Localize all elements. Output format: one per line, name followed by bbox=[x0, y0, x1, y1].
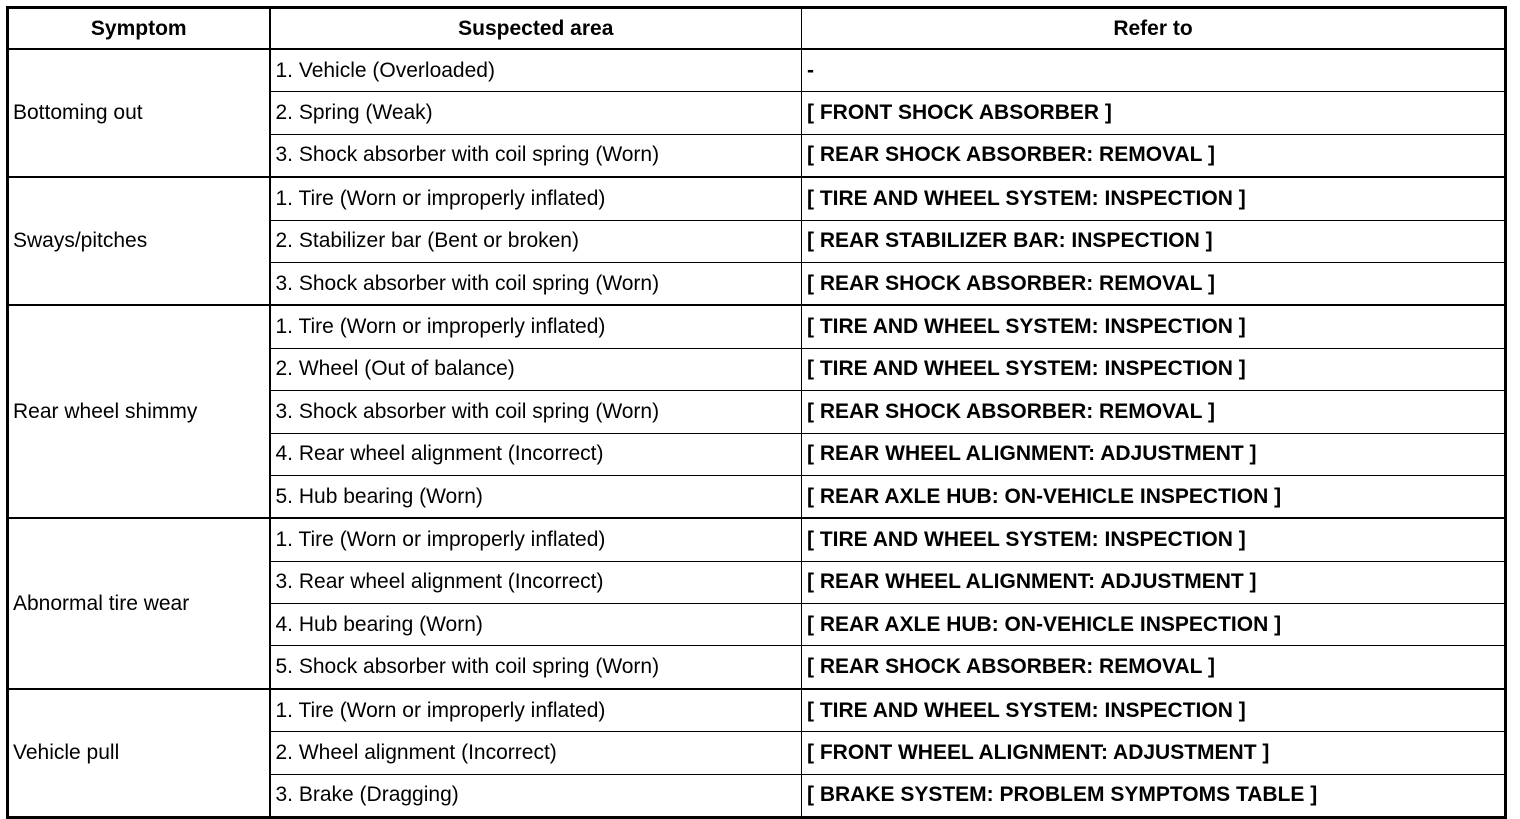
table-row: 3. Brake (Dragging)[ BRAKE SYSTEM: PROBL… bbox=[8, 773, 1506, 819]
table-row: 3. Shock absorber with coil spring (Worn… bbox=[8, 133, 1506, 178]
suspected-area-cell: 1. Tire (Worn or improperly inflated) bbox=[269, 176, 802, 221]
table-row: Vehicle pull 1. Tire (Worn or improperly … bbox=[7, 687, 1506, 819]
suspected-area-cell: 3. Shock absorber with coil spring (Worn… bbox=[269, 261, 802, 306]
refer-to-cell: [ FRONT WHEEL ALIGNMENT: ADJUSTMENT ] bbox=[801, 731, 1506, 775]
table-row: 5. Hub bearing (Worn)[ REAR AXLE HUB: ON… bbox=[8, 474, 1506, 519]
refer-to-cell: [ REAR SHOCK ABSORBER: REMOVAL ] bbox=[801, 645, 1506, 690]
symptoms-table: Symptom Suspected area Refer to Bottomin… bbox=[6, 6, 1507, 819]
refer-to-cell: [ REAR AXLE HUB: ON-VEHICLE INSPECTION ] bbox=[801, 474, 1506, 519]
header-suspected-area: Suspected area bbox=[269, 7, 802, 50]
refer-to-cell: [ REAR WHEEL ALIGNMENT: ADJUSTMENT ] bbox=[801, 432, 1506, 476]
refer-to-cell: [ TIRE AND WHEEL SYSTEM: INSPECTION ] bbox=[801, 304, 1506, 349]
refer-to-cell: [ TIRE AND WHEEL SYSTEM: INSPECTION ] bbox=[801, 687, 1506, 733]
suspected-area-cell: 1. Vehicle (Overloaded) bbox=[269, 48, 802, 93]
suspected-area-cell: 4. Rear wheel alignment (Incorrect) bbox=[269, 432, 802, 476]
suspected-area-cell: 2. Wheel (Out of balance) bbox=[269, 347, 802, 392]
refer-to-cell: [ REAR SHOCK ABSORBER: REMOVAL ] bbox=[801, 390, 1506, 434]
suspected-area-cell: 2. Wheel alignment (Incorrect) bbox=[269, 731, 802, 775]
table-row: 2. Wheel alignment (Incorrect)[ FRONT WH… bbox=[8, 731, 1506, 775]
table-row: Sways/pitches 1. Tire (Worn or improperly… bbox=[7, 176, 1506, 306]
suspected-area-cell: 2. Stabilizer bar (Bent or broken) bbox=[269, 219, 802, 263]
suspected-area-cell: 1. Tire (Worn or improperly inflated) bbox=[269, 304, 802, 349]
table-row: 2. Spring (Weak)[ FRONT SHOCK ABSORBER ] bbox=[8, 91, 1506, 135]
header-row: Symptom Suspected area Refer to bbox=[7, 7, 1506, 50]
suspected-area-cell: 4. Hub bearing (Worn) bbox=[269, 603, 802, 647]
suspected-area-cell: 5. Hub bearing (Worn) bbox=[269, 474, 802, 519]
symptom-cell: Abnormal tire wear bbox=[7, 517, 271, 690]
suspected-area-cell: 3. Shock absorber with coil spring (Worn… bbox=[269, 133, 802, 178]
table-row: 5. Shock absorber with coil spring (Worn… bbox=[8, 645, 1506, 690]
refer-to-cell: [ FRONT SHOCK ABSORBER ] bbox=[801, 91, 1506, 135]
table-row: 3. Rear wheel alignment (Incorrect)[ REA… bbox=[8, 560, 1506, 605]
refer-to-cell: [ REAR SHOCK ABSORBER: REMOVAL ] bbox=[801, 261, 1506, 306]
refer-to-cell: [ REAR SHOCK ABSORBER: REMOVAL ] bbox=[801, 133, 1506, 178]
suspected-area-cell: 5. Shock absorber with coil spring (Worn… bbox=[269, 645, 802, 690]
table-row: 3. Shock absorber with coil spring (Worn… bbox=[8, 390, 1506, 434]
table-row: 2. Stabilizer bar (Bent or broken)[ REAR… bbox=[8, 219, 1506, 263]
suspected-area-cell: 3. Rear wheel alignment (Incorrect) bbox=[269, 560, 802, 605]
refer-to-cell: [ REAR STABILIZER BAR: INSPECTION ] bbox=[801, 219, 1506, 263]
suspected-area-cell: 2. Spring (Weak) bbox=[269, 91, 802, 135]
refer-to-cell: [ BRAKE SYSTEM: PROBLEM SYMPTOMS TABLE ] bbox=[801, 773, 1506, 819]
table-row: 2. Wheel (Out of balance)[ TIRE AND WHEE… bbox=[8, 347, 1506, 392]
refer-to-cell: [ TIRE AND WHEEL SYSTEM: INSPECTION ] bbox=[801, 347, 1506, 392]
symptom-cell: Vehicle pull bbox=[7, 687, 271, 819]
symptom-cell: Rear wheel shimmy bbox=[7, 304, 271, 519]
symptom-cell: Bottoming out bbox=[7, 48, 271, 178]
suspected-area-cell: 1. Tire (Worn or improperly inflated) bbox=[269, 687, 802, 733]
table-row: 4. Hub bearing (Worn)[ REAR AXLE HUB: ON… bbox=[8, 603, 1506, 647]
table-row: Abnormal tire wear 1. Tire (Worn or impro… bbox=[7, 517, 1506, 690]
table-row: 3. Shock absorber with coil spring (Worn… bbox=[8, 261, 1506, 306]
refer-to-cell: [ TIRE AND WHEEL SYSTEM: INSPECTION ] bbox=[801, 517, 1506, 562]
suspected-area-cell: 3. Brake (Dragging) bbox=[269, 773, 802, 819]
refer-to-cell: [ REAR WHEEL ALIGNMENT: ADJUSTMENT ] bbox=[801, 560, 1506, 605]
suspected-area-cell: 1. Tire (Worn or improperly inflated) bbox=[269, 517, 802, 562]
refer-to-cell: - bbox=[801, 48, 1506, 93]
header-refer-to: Refer to bbox=[801, 7, 1506, 50]
suspected-area-cell: 3. Shock absorber with coil spring (Worn… bbox=[269, 390, 802, 434]
refer-to-cell: [ TIRE AND WHEEL SYSTEM: INSPECTION ] bbox=[801, 176, 1506, 221]
table-row: Rear wheel shimmy 1. Tire (Worn or improp… bbox=[7, 304, 1506, 519]
table-row: 4. Rear wheel alignment (Incorrect)[ REA… bbox=[8, 432, 1506, 476]
header-symptom: Symptom bbox=[7, 7, 271, 50]
symptom-cell: Sways/pitches bbox=[7, 176, 271, 306]
table-body: Bottoming out 1. Vehicle (Overloaded) -2. … bbox=[7, 48, 1506, 819]
table-row: Bottoming out 1. Vehicle (Overloaded) - bbox=[7, 48, 1506, 178]
refer-to-cell: [ REAR AXLE HUB: ON-VEHICLE INSPECTION ] bbox=[801, 603, 1506, 647]
